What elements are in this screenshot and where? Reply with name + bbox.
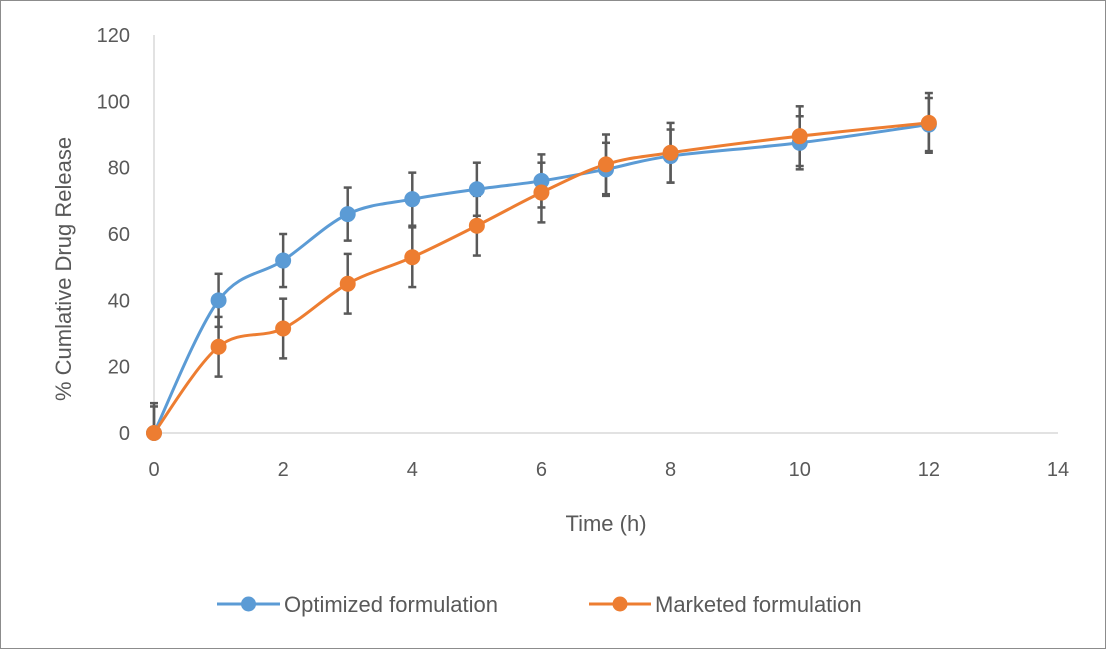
y-tick-label: 20 [108,357,130,379]
x-tick-label: 6 [536,459,547,481]
y-tick-label: 60 [108,224,130,246]
y-tick-label: 40 [108,290,130,312]
error-bars [150,91,933,435]
data-point [339,206,356,223]
data-point [468,217,485,234]
data-point [533,184,550,201]
legend-swatch-marker [241,596,256,612]
y-tick-label: 0 [119,423,130,445]
series-markers [146,114,937,441]
data-point [404,249,421,266]
y-tick-label: 100 [97,91,130,113]
legend-item: Optimized formulation [217,592,498,617]
data-point [275,252,292,269]
x-tick-label: 2 [278,459,289,481]
x-tick-label: 4 [407,459,418,481]
legend: Optimized formulation Marketed formulatio… [217,592,862,617]
y-tick-label: 80 [108,158,130,180]
x-tick-label: 14 [1047,459,1069,481]
data-point [210,292,227,309]
data-point [146,425,162,441]
series-line [152,121,930,434]
x-tick-label: 8 [665,459,676,481]
data-point [662,144,679,161]
y-axis-title: % Cumlative Drug Release [51,137,76,401]
axes [153,35,1058,434]
x-tick-label: 0 [148,459,159,481]
legend-swatch-marker [612,596,628,612]
legend-label: Optimized formulation [284,592,498,617]
legend-label: Marketed formulation [655,592,862,617]
y-tick-label: 120 [97,25,130,47]
x-tick-labels: 0 2 4 6 8 10 12 14 [148,459,1069,481]
x-tick-label: 10 [789,459,811,481]
y-tick-labels: 0 20 40 60 80 100 120 [97,25,130,445]
data-point [468,181,485,198]
data-point [404,191,421,208]
data-point [598,156,614,173]
data-point [339,275,356,292]
x-axis-title: Time (h) [565,511,646,536]
legend-item: Marketed formulation [589,592,862,617]
data-point [791,128,808,145]
data-point [210,338,227,355]
data-point [275,320,292,337]
data-point [920,114,937,131]
x-tick-label: 12 [918,459,940,481]
